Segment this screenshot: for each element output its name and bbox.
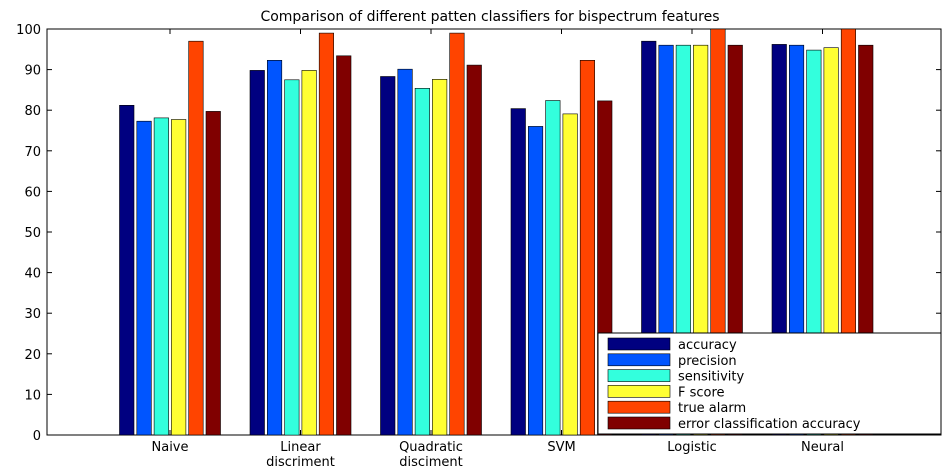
- x-tick-label: Neural: [801, 440, 844, 455]
- bar-true-alarm: [188, 40, 204, 436]
- legend-swatch: [607, 337, 671, 351]
- bar-accuracy: [119, 105, 135, 436]
- x-tick-label: Linear: [280, 440, 321, 455]
- legend-label: accuracy: [678, 338, 737, 353]
- legend-swatch: [607, 416, 671, 430]
- legend-swatch: [607, 400, 671, 414]
- y-tick-label: 20: [24, 348, 41, 363]
- legend-swatch: [607, 369, 671, 382]
- bar-precision: [266, 59, 283, 436]
- legend-label: precision: [678, 354, 737, 369]
- bar-true-alarm: [579, 59, 596, 436]
- y-tick-label: 60: [24, 185, 41, 200]
- bar-precision: [397, 68, 413, 436]
- bar-sensitivity: [545, 100, 561, 436]
- x-tick-label: discriment: [266, 455, 335, 468]
- bar-f-score: [432, 79, 448, 436]
- bar-precision: [527, 126, 544, 436]
- legend-label: true alarm: [678, 401, 746, 416]
- y-tick-label: 30: [24, 307, 41, 322]
- x-tick-label: Naive: [152, 440, 189, 455]
- chart-title: Comparison of different patten classifie…: [260, 9, 719, 25]
- y-tick-label: 70: [24, 145, 41, 160]
- bar-f-score: [301, 70, 317, 436]
- bar-f-score: [562, 113, 578, 436]
- bar-accuracy: [249, 70, 265, 436]
- legend-label: sensitivity: [678, 370, 745, 385]
- bar-precision: [136, 120, 152, 436]
- y-tick-label: 10: [24, 388, 41, 403]
- y-tick-label: 80: [24, 104, 41, 119]
- bar-accuracy: [510, 108, 526, 436]
- y-tick-label: 50: [24, 226, 41, 241]
- bar-true-alarm: [318, 32, 335, 436]
- y-tick-label: 40: [24, 267, 41, 282]
- y-tick-label: 100: [16, 23, 41, 38]
- bar-f-score: [171, 119, 187, 436]
- y-tick-label: 0: [33, 429, 41, 444]
- bar-error-classification-accuracy: [205, 111, 221, 436]
- legend-swatch: [607, 353, 671, 367]
- bar-sensitivity: [153, 117, 169, 436]
- y-tick-label: 90: [24, 64, 41, 79]
- legend-label: F score: [678, 385, 725, 400]
- legend-swatch: [607, 385, 671, 398]
- x-tick-label: Quadratic: [399, 440, 463, 455]
- bar-error-classification-accuracy: [466, 64, 482, 436]
- bar-error-classification-accuracy: [336, 55, 352, 436]
- x-tick-label: disciment: [399, 455, 462, 468]
- bar-sensitivity: [414, 88, 430, 436]
- bar-true-alarm: [449, 32, 465, 436]
- legend-label: error classification accuracy: [678, 417, 861, 432]
- x-tick-label: SVM: [547, 440, 575, 455]
- x-tick-label: Logistic: [667, 440, 716, 455]
- bar-sensitivity: [284, 79, 300, 436]
- bar-accuracy: [380, 76, 396, 436]
